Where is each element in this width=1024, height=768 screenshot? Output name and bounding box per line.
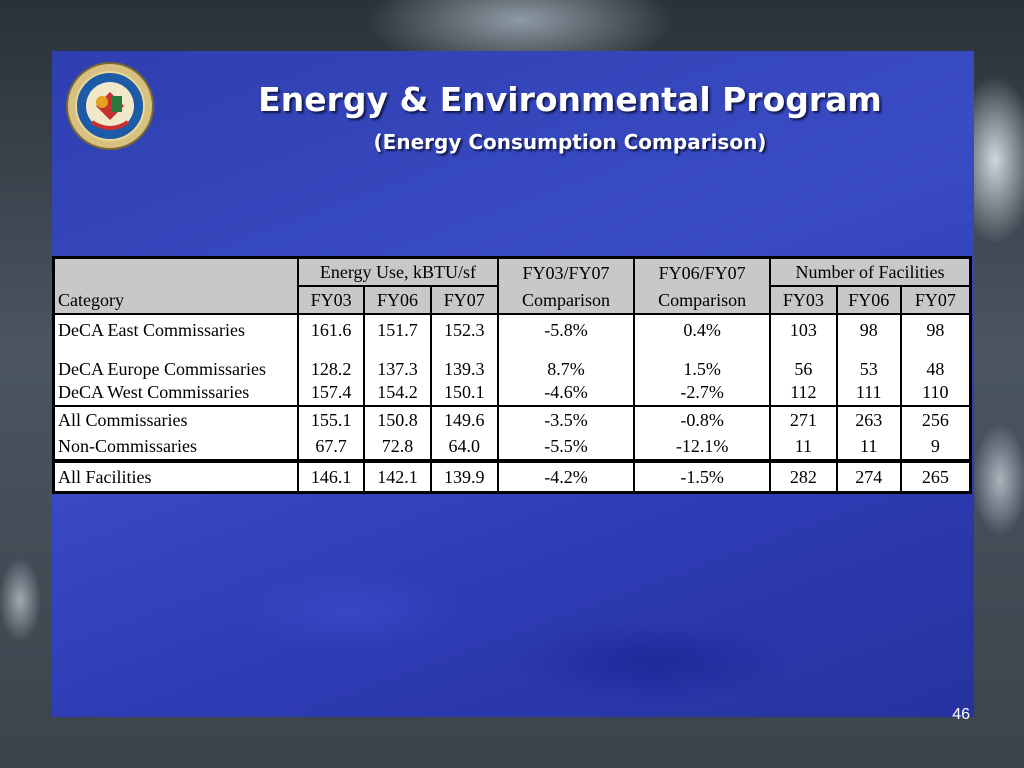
table-row: All Commissaries 155.1 150.8 149.6 -3.5%… xyxy=(53,406,971,433)
header-category-top xyxy=(53,257,299,286)
header-eu-fy03: FY03 xyxy=(297,286,365,314)
cell-nf-fy07: 265 xyxy=(899,461,971,493)
energy-comparison-table: Energy Use, kBTU/sf FY03/FY07 FY06/FY07 … xyxy=(52,256,972,494)
cell-nf-fy03: 282 xyxy=(768,461,837,493)
cell-category: DeCA East Commissaries xyxy=(58,320,245,340)
slide-subtitle: (Energy Consumption Comparison) xyxy=(373,130,767,154)
table-header-row-1: Energy Use, kBTU/sf FY03/FY07 FY06/FY07 … xyxy=(53,257,971,287)
cell-comparison-1: 8.7% xyxy=(496,345,635,379)
table-row: DeCA East Commissaries 161.6 151.7 152.3… xyxy=(53,314,971,345)
cell-comparison-1: -5.5% xyxy=(496,433,635,461)
cell-category: All Facilities xyxy=(58,467,152,487)
cell-nf-fy06: 263 xyxy=(835,406,901,433)
cell-nf-fy07: 9 xyxy=(899,433,971,461)
cell-eu-fy03: 67.7 xyxy=(297,433,365,461)
header-nf-fy07: FY07 xyxy=(899,286,971,314)
table-row: DeCA West Commissaries 157.4 154.2 150.1… xyxy=(54,379,971,406)
cell-nf-fy03: 271 xyxy=(768,406,837,433)
table-header-row-2: Category FY03 FY06 FY07 Comparison Compa… xyxy=(53,286,971,314)
cell-nf-fy06: 274 xyxy=(835,461,901,493)
cell-eu-fy07: 152.3 xyxy=(429,314,498,345)
header-number-of-facilities: Number of Facilities xyxy=(768,257,971,287)
cell-eu-fy03: 157.4 xyxy=(297,379,365,406)
cell-nf-fy06: 11 xyxy=(835,433,901,461)
header-energy-use: Energy Use, kBTU/sf xyxy=(297,257,498,287)
header-fy06-fy07: FY06/FY07 xyxy=(633,257,770,286)
cell-comparison-1: -4.6% xyxy=(496,379,635,406)
cell-eu-fy06: 142.1 xyxy=(363,461,431,493)
cell-nf-fy07: 110 xyxy=(899,379,971,406)
cell-nf-fy03: 103 xyxy=(768,314,837,345)
cell-comparison-1: -5.8% xyxy=(496,314,635,345)
table-row-total: All Facilities 146.1 142.1 139.9 -4.2% -… xyxy=(53,461,971,493)
cell-eu-fy03: 155.1 xyxy=(297,406,365,433)
cell-eu-fy07: 150.1 xyxy=(429,379,498,406)
header-fy03-fy07: FY03/FY07 xyxy=(496,257,635,286)
cell-comparison-1: -4.2% xyxy=(496,461,635,493)
header-comparison-1: Comparison xyxy=(496,286,635,314)
cell-nf-fy07: 48 xyxy=(899,345,971,379)
cell-nf-fy07: 98 xyxy=(899,314,971,345)
cell-eu-fy03: 128.2 xyxy=(297,345,365,379)
header-nf-fy06: FY06 xyxy=(835,286,901,314)
header-comparison-2: Comparison xyxy=(633,286,770,314)
cell-comparison-2: -12.1% xyxy=(633,433,770,461)
cell-category: DeCA Europe Commissaries xyxy=(58,359,266,379)
cell-eu-fy06: 150.8 xyxy=(363,406,431,433)
cell-nf-fy07: 256 xyxy=(899,406,971,433)
cell-comparison-2: -0.8% xyxy=(633,406,770,433)
cell-comparison-2: -1.5% xyxy=(633,461,770,493)
cell-comparison-2: 0.4% xyxy=(633,314,770,345)
header-nf-fy03: FY03 xyxy=(768,286,837,314)
cell-eu-fy07: 139.3 xyxy=(429,345,498,379)
cell-eu-fy06: 72.8 xyxy=(363,433,431,461)
cell-eu-fy06: 137.3 xyxy=(363,345,431,379)
cell-nf-fy06: 53 xyxy=(835,345,901,379)
cell-nf-fy06: 111 xyxy=(835,379,901,406)
header-category: Category xyxy=(53,286,299,314)
cell-eu-fy07: 149.6 xyxy=(429,406,498,433)
header-eu-fy06: FY06 xyxy=(363,286,431,314)
cell-nf-fy03: 11 xyxy=(768,433,837,461)
cell-comparison-2: 1.5% xyxy=(633,345,770,379)
cell-eu-fy07: 64.0 xyxy=(429,433,498,461)
cell-nf-fy03: 56 xyxy=(768,345,837,379)
cell-comparison-2: -2.7% xyxy=(633,379,770,406)
page-number: 46 xyxy=(952,706,970,723)
cell-eu-fy03: 146.1 xyxy=(297,461,365,493)
cell-category: Non-Commissaries xyxy=(58,436,197,456)
cell-eu-fy03: 161.6 xyxy=(297,314,365,345)
cell-nf-fy03: 112 xyxy=(768,379,837,406)
cell-eu-fy07: 139.9 xyxy=(429,461,498,493)
header-eu-fy07: FY07 xyxy=(429,286,498,314)
agency-seal-logo xyxy=(66,62,154,150)
cell-nf-fy06: 98 xyxy=(835,314,901,345)
cell-category: All Commissaries xyxy=(58,410,188,430)
cell-comparison-1: -3.5% xyxy=(496,406,635,433)
cell-eu-fy06: 154.2 xyxy=(363,379,431,406)
table-row: Non-Commissaries 67.7 72.8 64.0 -5.5% -1… xyxy=(54,433,971,461)
table-row: DeCA Europe Commissaries 128.2 137.3 139… xyxy=(54,345,971,379)
slide-title: Energy & Environmental Program xyxy=(258,80,882,119)
cell-eu-fy06: 151.7 xyxy=(363,314,431,345)
cell-category: DeCA West Commissaries xyxy=(58,382,250,402)
